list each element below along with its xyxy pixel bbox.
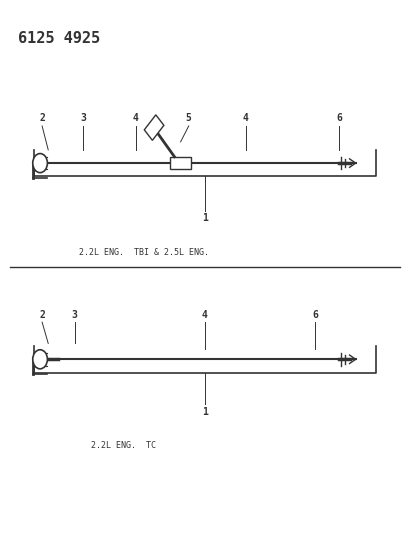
Text: 6: 6 (336, 114, 342, 123)
Text: 6: 6 (311, 310, 317, 319)
Bar (144, 115, 164, 140)
Text: 4: 4 (133, 114, 138, 123)
Text: 2.2L ENG.  TC: 2.2L ENG. TC (91, 441, 156, 450)
Text: 2.2L ENG.  TBI & 2.5L ENG.: 2.2L ENG. TBI & 2.5L ENG. (79, 248, 209, 257)
Circle shape (33, 154, 47, 173)
Text: 1: 1 (202, 407, 207, 417)
Text: 3: 3 (80, 114, 85, 123)
Text: 2: 2 (39, 114, 45, 123)
Bar (170, 157, 190, 169)
Text: 3: 3 (72, 310, 77, 319)
Text: 6125 4925: 6125 4925 (18, 30, 99, 45)
Text: 1: 1 (202, 214, 207, 223)
Text: 4: 4 (242, 114, 248, 123)
Text: 2: 2 (39, 310, 45, 319)
Circle shape (33, 350, 47, 369)
Text: 5: 5 (185, 114, 191, 123)
Text: 4: 4 (202, 310, 207, 319)
